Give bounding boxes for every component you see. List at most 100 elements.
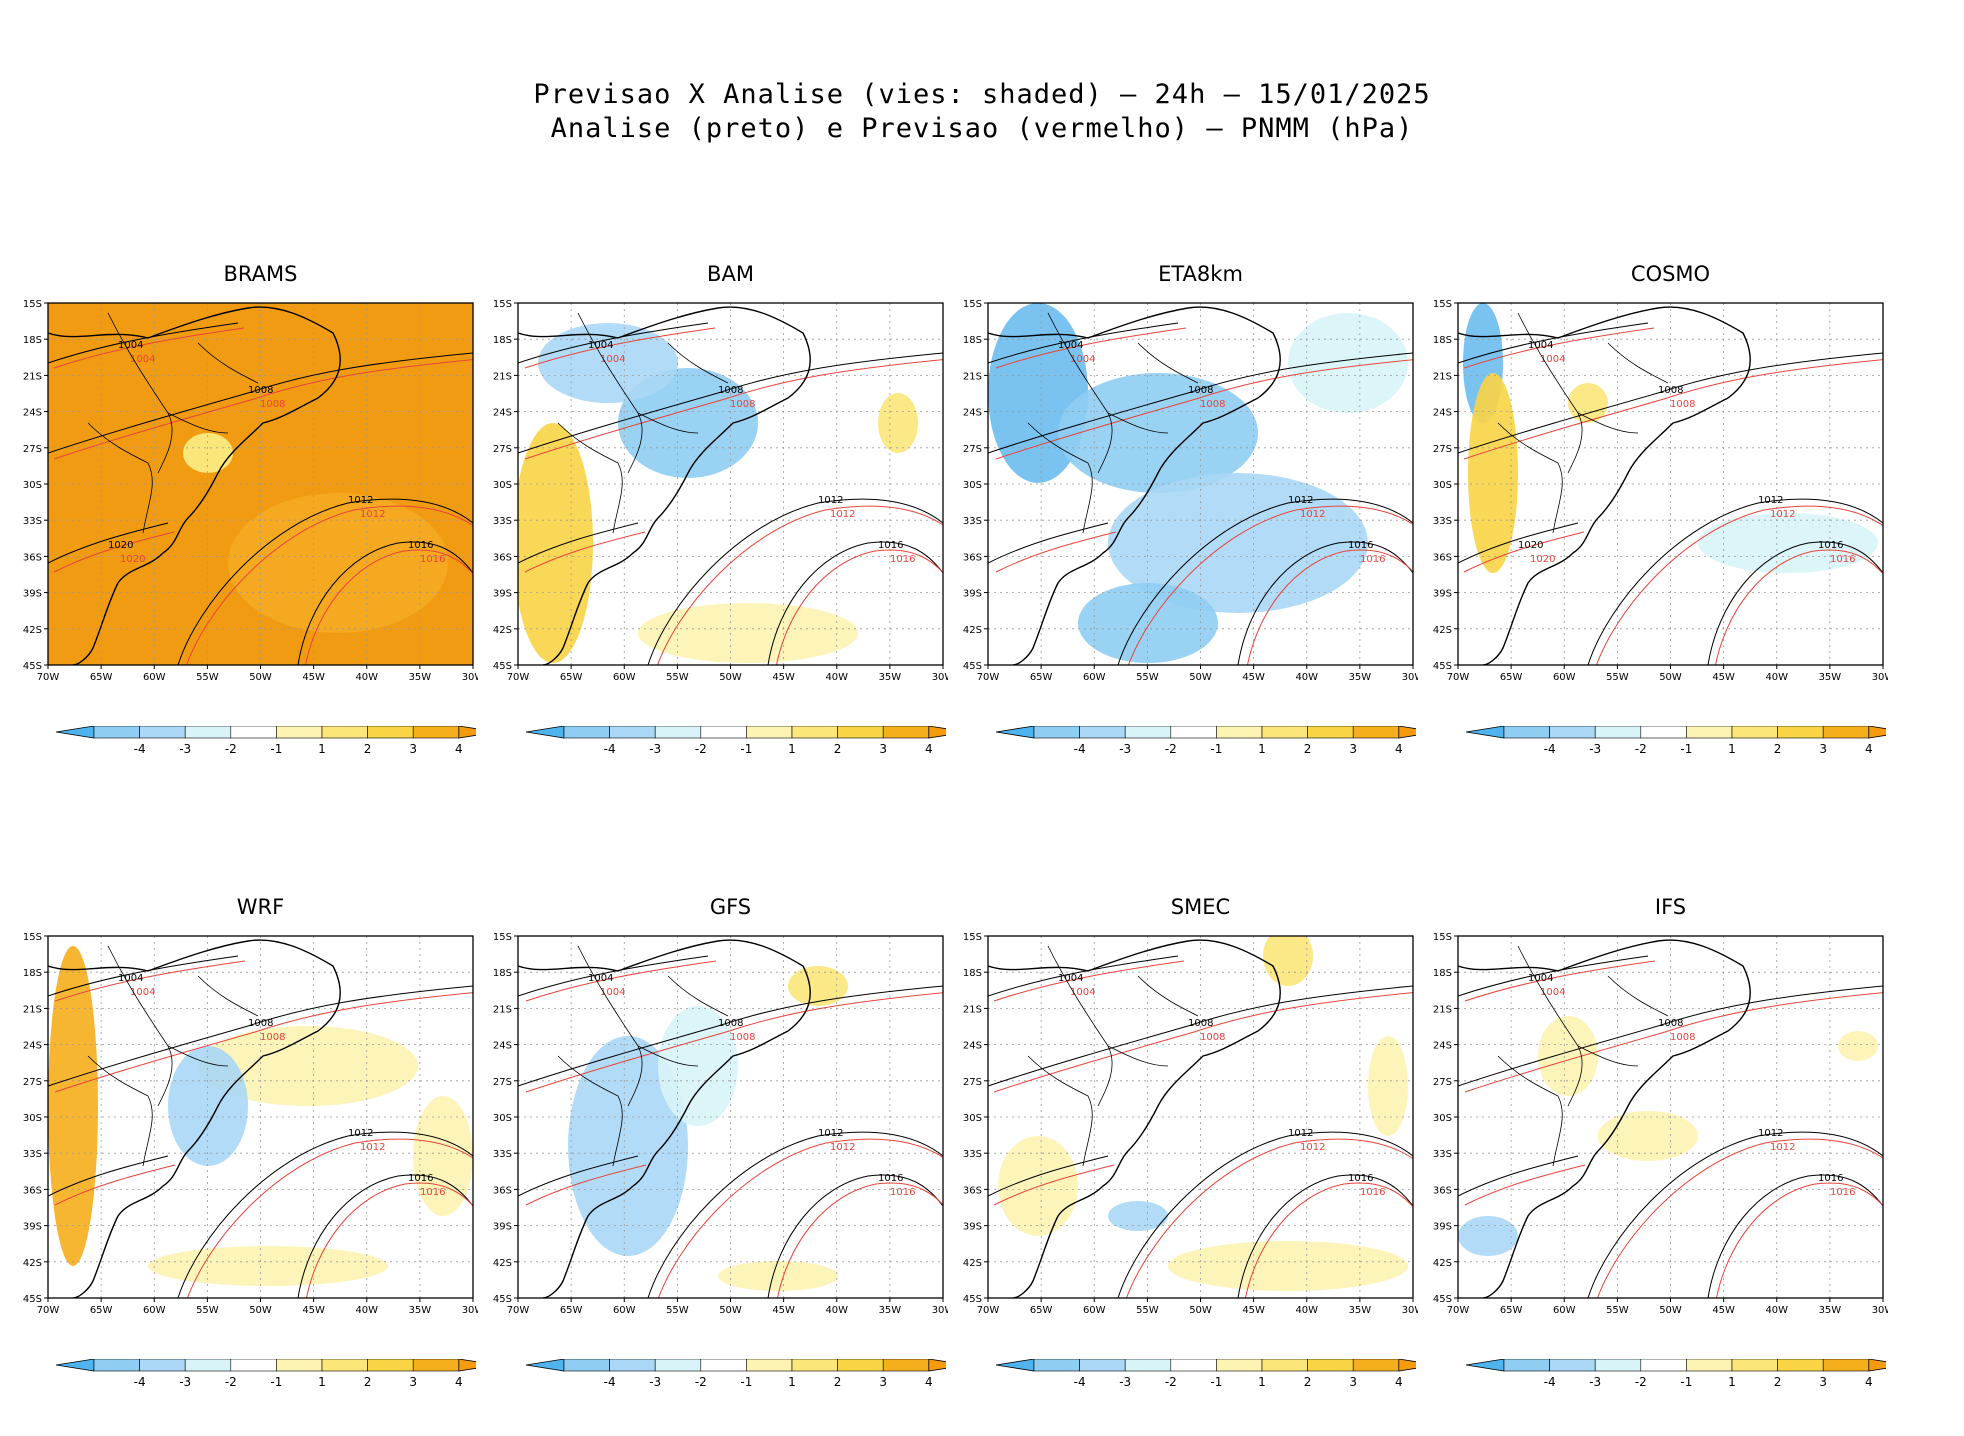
lat-tick-label: 27S [1433, 444, 1452, 455]
lon-tick-label: 35W [879, 672, 902, 683]
lon-tick-label: 55W [1136, 672, 1159, 683]
colorbar-arrow-low [996, 1359, 1035, 1372]
forecast-isobar [993, 992, 1413, 1093]
colorbar-label: -4 [134, 742, 146, 756]
country-border [107, 312, 173, 474]
colorbar-label: -1 [270, 742, 282, 756]
lat-tick-label: 39S [23, 1222, 42, 1233]
country-border [1137, 975, 1199, 1017]
lon-tick-label: 70W [977, 672, 1000, 683]
lon-tick-label: 65W [1500, 1305, 1523, 1316]
colorbar-label: -3 [179, 1375, 191, 1389]
isobar-label: 1020 [108, 540, 133, 551]
lat-tick-label: 15S [493, 932, 512, 943]
isobar-label: 1016 [1830, 554, 1855, 565]
colorbar-label: 2 [1304, 742, 1312, 756]
colorbar-label: -4 [1074, 742, 1086, 756]
colorbar-bin [654, 726, 702, 739]
colorbar-label: -1 [270, 1375, 282, 1389]
country-border [667, 342, 729, 384]
bias-shading [788, 966, 848, 1006]
country-border [557, 1055, 623, 1167]
lon-tick-label: 45W [1242, 672, 1265, 683]
analysis-isobar [48, 955, 239, 997]
lat-tick-label: 33S [963, 1149, 982, 1160]
coastline [988, 939, 1281, 1298]
isobar-label: 1008 [718, 1018, 743, 1029]
analysis-isobar [1458, 352, 1883, 454]
colorbar-label: 1 [318, 742, 326, 756]
colorbar-label: -4 [1544, 742, 1556, 756]
lat-tick-label: 27S [963, 444, 982, 455]
colorbar-arrow-high [928, 726, 946, 739]
isobar-label: 1012 [818, 495, 843, 506]
colorbar-label: -2 [1165, 742, 1177, 756]
forecast-isobar [658, 1138, 943, 1298]
bias-shading [1458, 1216, 1518, 1256]
isobar-label: 1004 [1070, 987, 1095, 998]
isobar-label: 1004 [1070, 354, 1095, 365]
figure-title: Previsao X Analise (vies: shaded) — 24h … [0, 78, 1964, 146]
map-plot: 1004 1004 1008 1008 1012 1012 1016 1016 15S 18S 21… [1433, 932, 1888, 1316]
colorbar-arrow-low [526, 726, 565, 739]
forecast-isobar [54, 992, 473, 1093]
colorbar-bin [1170, 726, 1217, 739]
lat-tick-label: 18S [963, 335, 982, 346]
isobar-label: 1016 [420, 1187, 445, 1198]
lat-tick-label: 18S [1433, 335, 1452, 346]
colorbar-bin [1503, 1359, 1550, 1372]
lat-tick-label: 15S [963, 932, 982, 943]
colorbar-label: -3 [1119, 742, 1131, 756]
isobar-label: 1012 [360, 1142, 385, 1153]
country-border [167, 1045, 229, 1067]
forecast-isobar [305, 549, 473, 665]
isobar-label: 1004 [588, 973, 613, 984]
bias-shading [1168, 1241, 1408, 1291]
forecast-isobar [53, 327, 245, 369]
bias-shading [1288, 313, 1408, 413]
bias-shading [148, 1246, 388, 1286]
bias-shading [1538, 1016, 1598, 1096]
isobar-label: 1020 [1530, 554, 1555, 565]
lon-tick-label: 65W [1500, 672, 1523, 683]
colorbar-bin [1731, 726, 1778, 739]
colorbar-bin [1307, 1359, 1354, 1372]
colorbar-label: 4 [455, 1375, 463, 1389]
lat-tick-label: 18S [1433, 968, 1452, 979]
bias-shading [168, 1046, 248, 1166]
colorbar-bin [654, 1359, 702, 1372]
lon-tick-label: 55W [1606, 1305, 1629, 1316]
isobar-label: 1016 [1360, 554, 1385, 565]
colorbar-bin [563, 1359, 610, 1372]
country-border [637, 1045, 699, 1067]
colorbar: -4 -3 -2 -1 1 2 3 4 [1466, 1359, 1886, 1389]
lon-tick-label: 50W [249, 672, 272, 683]
analysis-isobar [767, 541, 943, 665]
lat-tick-label: 15S [963, 299, 982, 310]
bias-shading [718, 1261, 838, 1291]
forecast-isobar [1463, 327, 1655, 369]
isobar-label: 1012 [1300, 1142, 1325, 1153]
colorbar-label: -3 [1589, 742, 1601, 756]
colorbar-bin [791, 726, 838, 739]
lat-tick-label: 39S [1433, 1222, 1452, 1233]
colorbar-bin [746, 726, 793, 739]
colorbar: -4 -3 -2 -1 1 2 3 4 [56, 1359, 476, 1389]
forecast-isobar [525, 960, 717, 1002]
lat-tick-label: 45S [963, 1294, 982, 1305]
colorbar-label: -2 [1635, 742, 1647, 756]
lon-tick-label: 50W [1189, 672, 1212, 683]
analysis-isobar [518, 352, 943, 454]
analysis-isobar [518, 522, 639, 564]
isobar-label: 1012 [830, 1142, 855, 1153]
analysis-isobar [1707, 541, 1883, 665]
lat-tick-label: 39S [23, 589, 42, 600]
lon-tick-label: 55W [666, 1305, 689, 1316]
bias-shading [538, 323, 678, 403]
isobar-label: 1004 [1540, 354, 1565, 365]
forecast-isobar [1464, 992, 1883, 1093]
lon-tick-label: 45W [302, 672, 325, 683]
colorbar-label: 4 [455, 742, 463, 756]
lat-tick-label: 21S [23, 1004, 42, 1015]
lat-tick-label: 24S [493, 1041, 512, 1052]
